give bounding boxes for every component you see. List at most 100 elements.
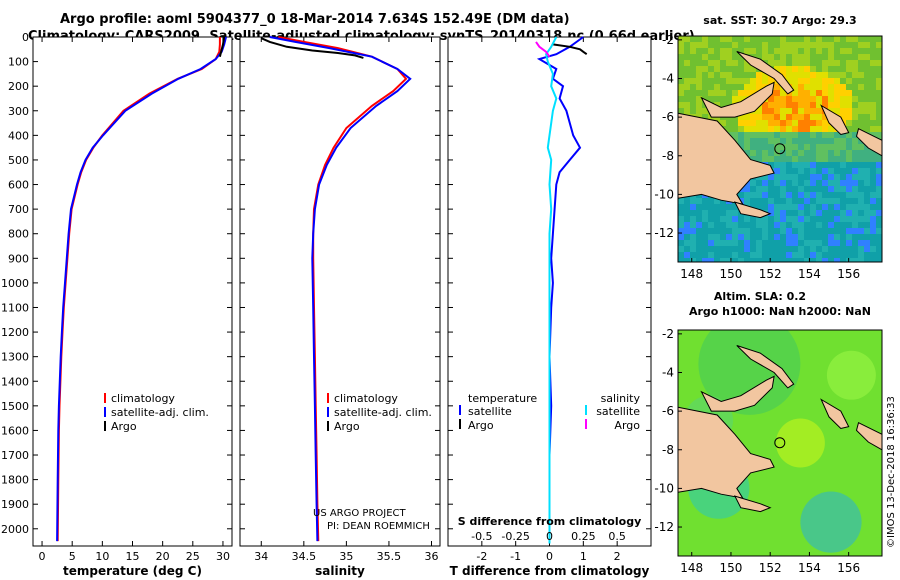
s-axis-label: S difference from climatology bbox=[458, 515, 642, 528]
x-tick-label: -2 bbox=[476, 550, 487, 563]
map-x-tick-label: 152 bbox=[759, 561, 782, 575]
s-tick-label: -0.25 bbox=[501, 530, 529, 543]
legend-heading-salinity: salinity bbox=[601, 392, 641, 405]
x-tick-label: 10 bbox=[95, 550, 109, 563]
series-argo bbox=[260, 37, 364, 59]
y-tick-label: 1100 bbox=[1, 301, 29, 314]
legend-label: satellite-adj. clim. bbox=[334, 406, 432, 419]
map-x-tick-label: 148 bbox=[680, 267, 703, 281]
y-tick-label: 1900 bbox=[1, 498, 29, 511]
map-field bbox=[678, 36, 882, 262]
map-y-tick-label: -12 bbox=[654, 226, 674, 240]
map-x-tick-label: 154 bbox=[798, 267, 821, 281]
y-tick-label: 0 bbox=[22, 31, 29, 44]
maps-layer: 148 150 152 154 156 -2 -4 -6 -8 -10 -12 148 150 152 15… bbox=[654, 33, 883, 575]
map-y-tick-label: -8 bbox=[662, 149, 674, 163]
annotation-us-argo: US ARGO PROJECT bbox=[313, 508, 407, 519]
land-new-ireland bbox=[736, 51, 795, 95]
x-tick-label: 25 bbox=[186, 550, 200, 563]
sst-map-title: sat. SST: 30.7 Argo: 29.3 bbox=[703, 14, 857, 27]
x-tick-label: 30 bbox=[216, 550, 230, 563]
map-sst-map: 148 150 152 154 156 -2 -4 -6 -8 -10 -12 bbox=[654, 33, 883, 281]
x-tick-label: 5 bbox=[69, 550, 76, 563]
s-tick-label: 0.5 bbox=[608, 530, 626, 543]
land-solomons bbox=[855, 127, 882, 157]
legend-label: climatology bbox=[111, 392, 175, 405]
sla-blob bbox=[800, 491, 862, 553]
panel-temperature-profile: 0100200300400500600700800900100011001200… bbox=[1, 31, 233, 578]
legend-heading-temperature: temperature bbox=[468, 392, 537, 405]
x-tick-label: 20 bbox=[156, 550, 170, 563]
land-louisiade bbox=[733, 495, 772, 513]
x-tick-label: 1 bbox=[580, 550, 587, 563]
map-y-tick-label: -12 bbox=[654, 520, 674, 534]
panel-frame bbox=[32, 36, 233, 547]
y-tick-label: 600 bbox=[8, 179, 29, 192]
land-solomons bbox=[855, 421, 882, 451]
s-tick-label: 0.25 bbox=[571, 530, 596, 543]
sla-blob bbox=[775, 418, 825, 468]
land-bougainville bbox=[820, 398, 850, 430]
legend-label: Argo bbox=[111, 420, 137, 433]
x-tick-label: 35 bbox=[339, 550, 353, 563]
map-x-tick-label: 156 bbox=[837, 267, 860, 281]
y-tick-label: 1400 bbox=[1, 375, 29, 388]
x-tick-label: -1 bbox=[510, 550, 521, 563]
map-frame bbox=[677, 329, 883, 557]
y-tick-label: 1300 bbox=[1, 351, 29, 364]
series-satellite-adj-clim- bbox=[269, 36, 412, 542]
y-tick-label: 1500 bbox=[1, 400, 29, 413]
land-louisiade bbox=[733, 201, 772, 219]
y-tick-label: 900 bbox=[8, 252, 29, 265]
panel-salinity-profile: 34 34.5 35 35.5 36 salinity climatologysatelli… bbox=[239, 36, 441, 578]
x-axis-label: salinity bbox=[315, 564, 365, 578]
map-frame bbox=[677, 35, 883, 263]
x-tick-label: 36 bbox=[424, 550, 438, 563]
map-x-tick-label: 150 bbox=[720, 561, 743, 575]
y-tick-label: 1800 bbox=[1, 474, 29, 487]
map-y-tick-label: -4 bbox=[662, 71, 674, 85]
legend-label: satellite bbox=[468, 405, 512, 418]
legend-label: satellite-adj. clim. bbox=[111, 406, 209, 419]
map-y-tick-label: -2 bbox=[662, 327, 674, 341]
series-salinity-argo bbox=[535, 41, 551, 58]
y-tick-label: 500 bbox=[8, 154, 29, 167]
panel-difference-profile: -2 -1 0 1 2T difference from climatology S di… bbox=[447, 36, 652, 578]
y-tick-label: 1000 bbox=[1, 277, 29, 290]
land-new-ireland bbox=[736, 345, 795, 389]
y-tick-label: 700 bbox=[8, 203, 29, 216]
legend-label: satellite bbox=[596, 405, 640, 418]
y-tick-label: 200 bbox=[8, 80, 29, 93]
map-y-tick-label: -8 bbox=[662, 443, 674, 457]
y-tick-label: 800 bbox=[8, 228, 29, 241]
legend-label: Argo bbox=[334, 420, 360, 433]
map-x-tick-label: 150 bbox=[720, 267, 743, 281]
panels-layer: 0100200300400500600700800900100011001200… bbox=[1, 31, 652, 578]
y-tick-label: 1200 bbox=[1, 326, 29, 339]
land-new-guinea bbox=[678, 406, 775, 499]
y-tick-label: 1700 bbox=[1, 449, 29, 462]
x-tick-label: 0 bbox=[546, 550, 553, 563]
x-axis-label: T difference from climatology bbox=[450, 564, 650, 578]
map-y-tick-label: -10 bbox=[654, 481, 674, 495]
y-tick-label: 300 bbox=[8, 105, 29, 118]
legend-label: climatology bbox=[334, 392, 398, 405]
map-x-tick-label: 156 bbox=[837, 561, 860, 575]
map-y-tick-label: -6 bbox=[662, 404, 674, 418]
map-y-tick-label: -4 bbox=[662, 365, 674, 379]
legend-label: Argo bbox=[614, 419, 640, 432]
legend-label: Argo bbox=[468, 419, 494, 432]
panel-frame bbox=[239, 36, 441, 547]
map-field bbox=[678, 330, 882, 556]
sla-map-title-line-2: Argo h1000: NaN h2000: NaN bbox=[688, 305, 872, 318]
series-argo bbox=[218, 36, 226, 57]
map-sla-map: 148 150 152 154 156 -2 -4 -6 -8 -10 -12 bbox=[654, 327, 883, 575]
x-tick-label: 34 bbox=[254, 550, 268, 563]
x-axis-label: temperature (deg C) bbox=[63, 564, 202, 578]
x-tick-label: 34.5 bbox=[292, 550, 317, 563]
y-tick-label: 1600 bbox=[1, 424, 29, 437]
map-x-tick-label: 154 bbox=[798, 561, 821, 575]
land-bougainville bbox=[820, 104, 850, 136]
map-x-tick-label: 152 bbox=[759, 267, 782, 281]
